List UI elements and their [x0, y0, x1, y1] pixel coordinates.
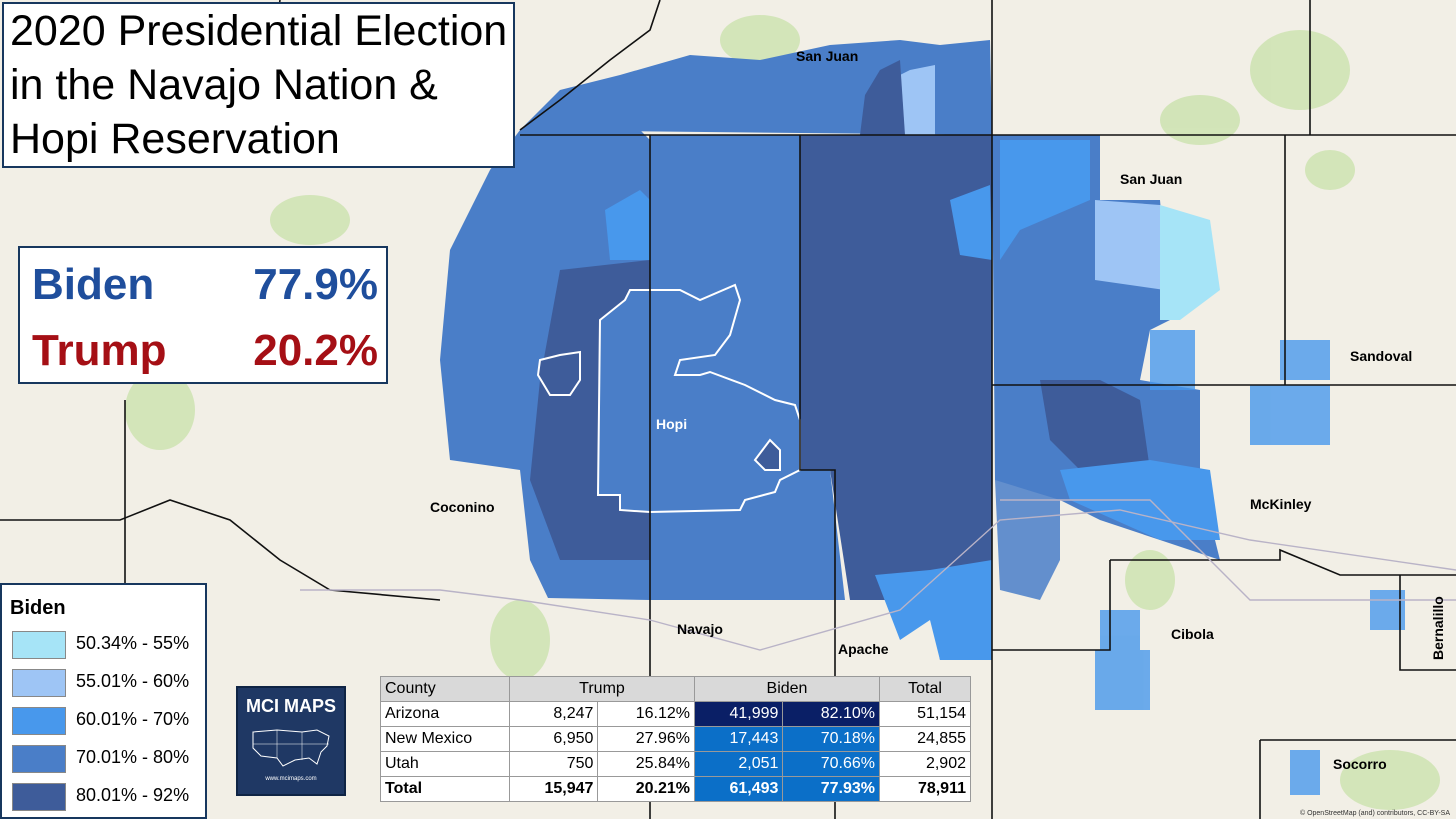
header-biden: Biden [694, 676, 880, 702]
biden-label: Biden [32, 260, 155, 309]
legend-swatch [12, 745, 66, 773]
cell-total: 78,911 [879, 776, 971, 802]
cell-trump-votes: 15,947 [508, 776, 599, 802]
cell-biden-pct: 70.18% [782, 726, 880, 752]
map-label-navajo: Navajo [677, 621, 723, 637]
map-label-mckinley: McKinley [1250, 496, 1312, 512]
legend-swatch [12, 669, 66, 697]
map-label-bernalillo: Bernalillo [1430, 596, 1446, 660]
us-map-icon [252, 729, 330, 767]
legend-label: 55.01% - 60% [76, 671, 190, 691]
legend-swatch [12, 707, 66, 735]
logo-text: MCI MAPS [246, 696, 336, 716]
map-legend: Biden 50.34% - 55% 55.01% - 60% 60.01% -… [0, 583, 207, 819]
precinct-nm-light [1000, 140, 1090, 260]
map-label-socorro: Socorro [1333, 756, 1387, 772]
cell-trump-votes: 8,247 [508, 701, 599, 727]
trump-percentage: 20.2% [253, 326, 378, 375]
results-summary: Biden 77.9% Trump 20.2% [18, 246, 388, 384]
precinct-checkerboard-west [995, 475, 1060, 600]
cell-biden-votes: 61,493 [693, 776, 784, 802]
cell-total: 2,902 [879, 751, 971, 777]
legend-item: 80.01% - 92% [10, 783, 206, 815]
mci-maps-logo: MCI MAPS www.mcimaps.com [236, 686, 346, 796]
table-row-total: Total 15,947 20.21% 61,493 77.93% 78,911 [380, 776, 971, 802]
legend-label: 50.34% - 55% [76, 633, 190, 653]
results-table: County Trump Biden Total Arizona 8,247 1… [380, 676, 971, 802]
map-label-san-juan-nm: San Juan [1120, 171, 1183, 187]
cell-trump-pct: 27.96% [597, 726, 695, 752]
precinct-apache-light [875, 560, 992, 660]
precinct-nm-cyan [1160, 205, 1220, 320]
map-label-cibola: Cibola [1171, 626, 1214, 642]
precinct-utah-dark [860, 60, 905, 135]
trump-label: Trump [32, 326, 167, 375]
checkerboard-areas [1095, 330, 1405, 795]
precinct-arizona-light [605, 190, 650, 260]
legend-item: 60.01% - 70% [10, 707, 206, 739]
map-label-sandoval: Sandoval [1350, 348, 1413, 364]
cell-county: New Mexico [380, 726, 510, 752]
table-row: Arizona 8,247 16.12% 41,999 82.10% 51,15… [380, 701, 971, 727]
basemap-parks [125, 15, 1440, 810]
cell-county: Arizona [380, 701, 510, 727]
legend-swatch [12, 631, 66, 659]
hopi-reservation [596, 283, 801, 514]
legend-item: 55.01% - 60% [10, 669, 206, 701]
logo-url: www.mcimaps.com [265, 776, 317, 782]
legend-item: 70.01% - 80% [10, 745, 206, 777]
cell-trump-pct: 25.84% [597, 751, 695, 777]
map-label-san-juan-ut: San Juan [796, 48, 859, 64]
map-attribution: © OpenStreetMap (and) contributors, CC-B… [1299, 810, 1450, 817]
cell-biden-votes: 2,051 [693, 751, 784, 777]
precinct-nm-dark [1040, 380, 1150, 470]
roads [300, 499, 1456, 651]
cell-trump-votes: 750 [508, 751, 599, 777]
header-total: Total [879, 676, 971, 702]
header-county: County [380, 676, 510, 702]
legend-swatch [12, 783, 66, 811]
table-header-row: County Trump Biden Total [380, 676, 971, 702]
title-line-3: Hopi Reservation [10, 115, 340, 163]
legend-label: 80.01% - 92% [76, 785, 190, 805]
cell-biden-votes: 17,443 [693, 726, 784, 752]
precinct-nm-pale [1095, 200, 1165, 290]
precinct-arizona-central [650, 135, 992, 660]
legend-title: Biden [10, 597, 66, 619]
title-line-2: in the Navajo Nation & [10, 61, 438, 109]
cell-trump-pct: 20.21% [597, 776, 695, 802]
table-row: Utah 750 25.84% 2,051 70.66% 2,902 [380, 751, 971, 777]
title-line-1: 2020 Presidential Election [10, 7, 508, 55]
map-label-coconino: Coconino [430, 499, 495, 515]
trump-summary-row: Trump 20.2% [32, 326, 378, 386]
biden-summary-row: Biden 77.9% [32, 260, 378, 320]
hopi-west-exclave [536, 350, 581, 396]
cell-county: Total [380, 776, 510, 802]
cell-trump-votes: 6,950 [508, 726, 599, 752]
biden-percentage: 77.9% [253, 260, 378, 309]
legend-label: 60.01% - 70% [76, 709, 190, 729]
map-label-hopi: Hopi [656, 416, 688, 432]
map-title: 2020 Presidential Election in the Navajo… [2, 2, 516, 168]
precinct-east-light [950, 185, 992, 260]
cell-trump-pct: 16.12% [597, 701, 695, 727]
header-trump: Trump [509, 676, 695, 702]
legend-item: 50.34% - 55% [10, 631, 206, 663]
cell-biden-pct: 70.66% [782, 751, 880, 777]
cell-biden-pct: 82.10% [782, 701, 880, 727]
cell-total: 51,154 [879, 701, 971, 727]
cell-biden-votes: 41,999 [693, 701, 784, 727]
hopi-east-exclave [753, 438, 781, 471]
cell-county: Utah [380, 751, 510, 777]
cell-biden-pct: 77.93% [782, 776, 880, 802]
table-row: New Mexico 6,950 27.96% 17,443 70.18% 24… [380, 726, 971, 752]
cell-total: 24,855 [879, 726, 971, 752]
map-label-apache: Apache [838, 641, 889, 657]
legend-label: 70.01% - 80% [76, 747, 190, 767]
